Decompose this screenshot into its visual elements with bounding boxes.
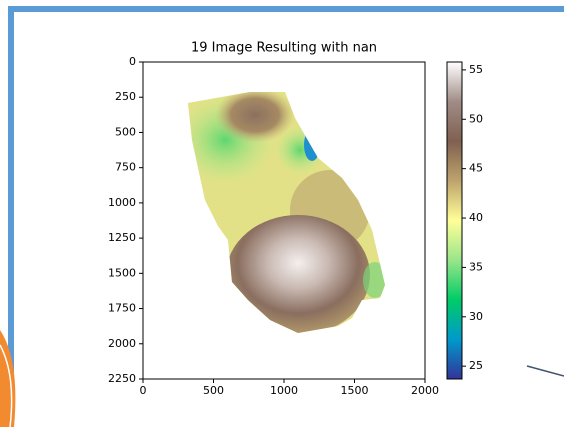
x-tick-label: 500 xyxy=(203,384,224,397)
y-tick-label: 0 xyxy=(129,55,136,68)
x-tick-label: 2000 xyxy=(411,384,439,397)
y-tick-label: 2000 xyxy=(108,337,136,350)
colorbar-tick-label: 25 xyxy=(469,359,483,372)
y-tick-label: 750 xyxy=(115,161,136,174)
colorbar xyxy=(447,62,462,379)
colorbar-tick-label: 40 xyxy=(469,211,483,224)
slide: 19 Image Resulting with nan 050010001500… xyxy=(0,0,564,427)
colorbar-tick-label: 35 xyxy=(469,260,483,273)
colorbar-tick-label: 45 xyxy=(469,162,483,175)
y-tick-label: 1250 xyxy=(108,231,136,244)
x-tick-label: 0 xyxy=(140,384,147,397)
y-tick-label: 1000 xyxy=(108,196,136,209)
y-tick-label: 250 xyxy=(115,90,136,103)
colorbar-tick-label: 55 xyxy=(469,63,483,76)
colorbar-tick-label: 50 xyxy=(469,112,483,125)
chart-title: 19 Image Resulting with nan xyxy=(191,41,377,56)
y-tick-label: 2250 xyxy=(108,372,136,385)
colorbar-tick-label: 30 xyxy=(469,310,483,323)
y-tick-label: 500 xyxy=(115,125,136,138)
y-tick-label: 1750 xyxy=(108,302,136,315)
x-tick-label: 1000 xyxy=(270,384,298,397)
x-tick-label: 1500 xyxy=(341,384,369,397)
y-tick-label: 1500 xyxy=(108,266,136,279)
top-border xyxy=(8,6,564,12)
